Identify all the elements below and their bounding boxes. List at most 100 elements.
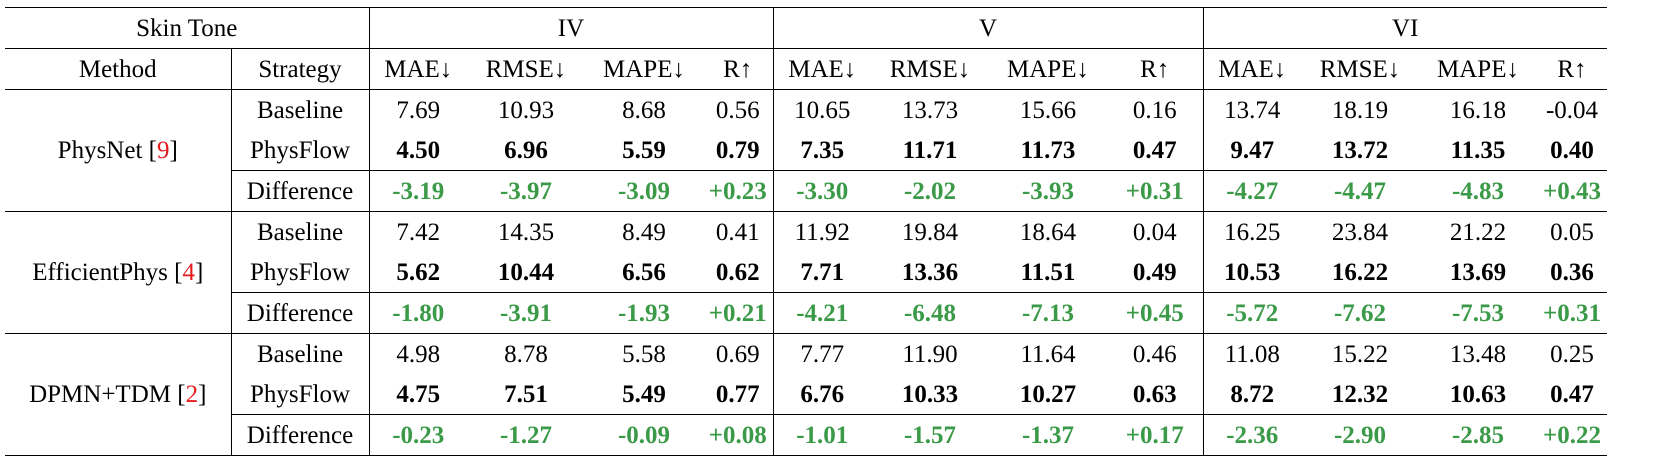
citation-link[interactable]: 4 <box>182 259 195 286</box>
citation-link[interactable]: 9 <box>156 137 170 164</box>
metric-value-cell: 11.73 <box>1020 136 1076 164</box>
metric-value-cell: 11.90 <box>902 340 958 368</box>
method-name-cell: EfficientPhys [4] <box>5 211 231 334</box>
method-name-cell: PhysNet [9] <box>5 89 231 212</box>
difference-value-cell: -4.47 <box>1301 170 1419 212</box>
table-row: Difference -3.19 -3.97 -3.09 +0.23 -3.30 -2.02… <box>5 170 1607 212</box>
strategy-cell: Difference <box>230 170 369 212</box>
strategy-cell: Baseline <box>230 89 369 130</box>
metric-value-cell: 9.47 <box>1202 130 1301 171</box>
strategy-cell: Difference <box>230 414 369 456</box>
metric-value-cell: 0.05 <box>1550 218 1594 246</box>
difference-value-cell: +0.31 <box>1537 292 1607 334</box>
citation-link[interactable]: 2 <box>185 381 199 408</box>
table-row: PhysFlow 4.50 6.96 5.59 0.79 7.35 11.71 11.73 0.… <box>5 130 1607 171</box>
metric-value-cell: 0.47 <box>1132 136 1177 164</box>
difference-value-cell: -1.57 <box>871 414 989 456</box>
metric-value-cell: 13.73 <box>901 96 959 124</box>
difference-value-cell: -1.93 <box>585 292 703 334</box>
table-row: DPMN+TDM [2] Baseline 4.98 8.78 5.58 0.69 7.77… <box>5 333 1607 456</box>
metric-header-r: R↑ <box>1107 48 1203 90</box>
metric-value-cell: 0.77 <box>715 380 760 408</box>
metric-value-cell: 8.72 <box>1202 374 1301 415</box>
difference-value-cell: +0.23 <box>703 170 773 212</box>
strategy-cell: Difference <box>230 292 369 334</box>
metric-value-cell: 18.19 <box>1331 96 1389 124</box>
metric-value-cell: 23.84 <box>1331 218 1389 246</box>
metric-value-cell: 0.40 <box>1550 136 1594 164</box>
metric-value-cell: 16.22 <box>1331 258 1389 286</box>
metric-value-cell: 11.64 <box>1020 340 1076 368</box>
difference-value-cell: -0.23 <box>368 414 467 456</box>
metric-value-cell: 16.18 <box>1449 96 1507 124</box>
metric-value-cell: 5.59 <box>622 136 666 164</box>
metric-value-cell: 0.49 <box>1132 258 1177 286</box>
metric-value-cell: 7.71 <box>772 252 871 293</box>
metric-header-mape: MAPE↓ <box>585 48 703 90</box>
difference-value-cell: -6.48 <box>871 292 989 334</box>
metric-header-mae: MAE↓ <box>1202 48 1301 90</box>
metric-value-cell: 14.35 <box>497 218 555 246</box>
difference-value-cell: +0.21 <box>703 292 773 334</box>
metric-value-cell: 11.35 <box>1450 136 1506 164</box>
citation-bracket: ] <box>194 259 204 286</box>
metric-value-cell: 0.41 <box>715 218 760 246</box>
metric-value-cell: 7.35 <box>772 130 871 171</box>
metric-value-cell: 7.69 <box>368 89 467 130</box>
skin-tone-header: Skin Tone <box>5 7 369 49</box>
metric-value-cell: 4.75 <box>368 374 467 415</box>
metric-value-cell: 0.46 <box>1132 340 1177 368</box>
metric-value-cell: 8.78 <box>504 340 548 368</box>
metric-value-cell: 13.48 <box>1449 340 1507 368</box>
metric-value-cell: 6.56 <box>622 258 666 286</box>
difference-value-cell: -3.91 <box>467 292 585 334</box>
table-row: PhysFlow 5.62 10.44 6.56 0.62 7.71 13.36 11.51 0… <box>5 252 1607 293</box>
strategy-cell: PhysFlow <box>230 252 369 293</box>
metric-value-cell: 15.22 <box>1331 340 1389 368</box>
results-table: Skin Tone IV V VI Method Strategy MAE↓ R… <box>5 7 1607 456</box>
metric-value-cell: 11.51 <box>1020 258 1076 286</box>
strategy-cell: Baseline <box>230 211 369 252</box>
metric-value-cell: 10.33 <box>901 380 959 408</box>
method-header: Method <box>5 48 231 90</box>
difference-value-cell: -3.09 <box>585 170 703 212</box>
strategy-cell: PhysFlow <box>230 130 369 171</box>
metric-header-mape: MAPE↓ <box>989 48 1107 90</box>
table-row: Difference -0.23 -1.27 -0.09 +0.08 -1.01 -1.57… <box>5 414 1607 456</box>
metric-value-cell: 13.72 <box>1331 136 1389 164</box>
header-row-metrics: Method Strategy MAE↓ RMSE↓ MAPE↓ R↑ MAE↓… <box>5 48 1607 90</box>
metric-value-cell: 10.63 <box>1449 380 1507 408</box>
metric-value-cell: 5.49 <box>622 380 666 408</box>
strategy-cell: Baseline <box>230 333 369 374</box>
metric-header-mape: MAPE↓ <box>1419 48 1537 90</box>
strategy-cell: PhysFlow <box>230 374 369 415</box>
difference-value-cell: -3.93 <box>989 170 1107 212</box>
method-name-cell: DPMN+TDM [2] <box>5 333 231 456</box>
metric-value-cell: 11.08 <box>1202 333 1301 374</box>
metric-value-cell: 0.63 <box>1132 380 1177 408</box>
metric-value-cell: 19.84 <box>901 218 959 246</box>
metric-value-cell: 18.64 <box>1019 218 1077 246</box>
difference-value-cell: -4.27 <box>1202 170 1301 212</box>
method-name: EfficientPhys [ <box>32 259 183 286</box>
difference-value-cell: -7.62 <box>1301 292 1419 334</box>
metric-value-cell: 10.65 <box>772 89 871 130</box>
difference-value-cell: -7.13 <box>989 292 1107 334</box>
metric-value-cell: 11.92 <box>772 211 871 252</box>
difference-value-cell: +0.31 <box>1107 170 1203 212</box>
metric-value-cell: 0.56 <box>715 96 760 124</box>
metric-value-cell: 7.51 <box>504 380 548 408</box>
metric-value-cell: -0.04 <box>1545 96 1599 124</box>
header-row-groups: Skin Tone IV V VI <box>5 7 1607 49</box>
metric-header-mae: MAE↓ <box>368 48 467 90</box>
difference-value-cell: -7.53 <box>1419 292 1537 334</box>
metric-value-cell: 0.04 <box>1132 218 1177 246</box>
group-header-iv: IV <box>368 7 773 49</box>
difference-value-cell: -1.80 <box>368 292 467 334</box>
metric-value-cell: 7.77 <box>772 333 871 374</box>
metric-value-cell: 0.36 <box>1550 258 1594 286</box>
difference-value-cell: -4.21 <box>772 292 871 334</box>
metric-value-cell: 0.69 <box>715 340 760 368</box>
group-header-v: V <box>772 7 1203 49</box>
metric-header-r: R↑ <box>703 48 773 90</box>
